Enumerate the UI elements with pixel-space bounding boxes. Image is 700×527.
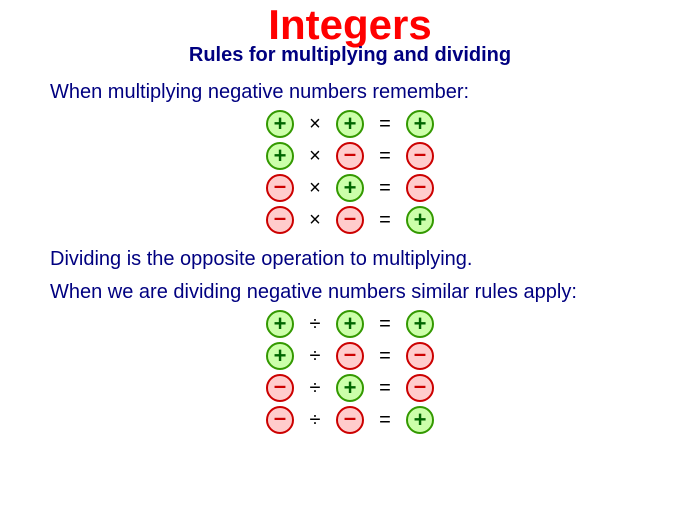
plus-sign-icon: + [406,110,434,138]
times-operator: × [308,145,322,168]
minus-sign-icon: – [406,174,434,202]
plus-sign-icon: + [266,310,294,338]
plus-sign-icon: + [406,206,434,234]
equals-operator: = [378,113,392,136]
minus-sign-icon: – [336,342,364,370]
rule-row: –÷–=+ [266,406,434,434]
plus-sign-icon: + [336,310,364,338]
multiplication-rules: +×+=++×–=––×+=––×–=+ [0,110,700,234]
div-intro-text-2: When we are dividing negative numbers si… [50,281,660,304]
minus-sign-icon: – [406,342,434,370]
title: Integers [0,2,700,48]
plus-sign-icon: + [336,374,364,402]
slide: Integers Rules for multiplying and divid… [0,2,700,527]
minus-sign-icon: – [336,142,364,170]
minus-sign-icon: – [336,406,364,434]
rule-row: + ÷ + = + [266,310,434,338]
plus-sign-icon: + [266,110,294,138]
equals-operator: = [378,145,392,168]
divide-operator: ÷ [308,377,322,400]
times-operator: × [308,209,322,232]
minus-sign-icon: – [266,206,294,234]
equals-operator: = [378,313,392,336]
minus-sign-icon: – [266,174,294,202]
plus-sign-icon: + [266,142,294,170]
division-rules: +÷+=++÷–=––÷+=––÷–=+ [0,310,700,434]
equals-operator: = [378,345,392,368]
times-operator: × [308,113,322,136]
div-intro-text-1: Dividing is the opposite operation to mu… [50,248,660,271]
subtitle: Rules for multiplying and dividing [0,44,700,67]
mult-intro-text: When multiplying negative numbers rememb… [50,81,660,104]
minus-sign-icon: – [336,206,364,234]
equals-operator: = [378,409,392,432]
minus-sign-icon: – [266,406,294,434]
divide-operator: ÷ [308,345,322,368]
plus-sign-icon: + [336,174,364,202]
equals-operator: = [378,377,392,400]
rule-row: –÷+=– [266,374,434,402]
minus-sign-icon: – [266,374,294,402]
times-operator: × [308,177,322,200]
plus-sign-icon: + [266,342,294,370]
divide-operator: ÷ [308,409,322,432]
minus-sign-icon: – [406,374,434,402]
plus-sign-icon: + [336,110,364,138]
rule-row: +÷–=– [266,342,434,370]
rule-row: + × + = + [266,110,434,138]
minus-sign-icon: – [406,142,434,170]
equals-operator: = [378,177,392,200]
rule-row: –×–=+ [266,206,434,234]
divide-operator: ÷ [308,313,322,336]
rule-row: +×–=– [266,142,434,170]
plus-sign-icon: + [406,406,434,434]
plus-sign-icon: + [406,310,434,338]
rule-row: –×+=– [266,174,434,202]
equals-operator: = [378,209,392,232]
